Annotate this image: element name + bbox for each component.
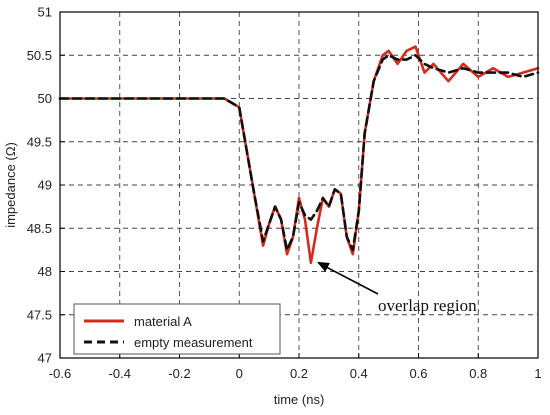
legend-label-empty-measurement: empty measurement — [134, 335, 253, 350]
series-layer — [58, 45, 540, 265]
y-axis-title: impedance (Ω) — [3, 142, 18, 228]
legend-label-material-a: material A — [134, 314, 192, 329]
x-axis-title: time (ns) — [274, 392, 325, 407]
legend-box — [73, 303, 281, 355]
y-tick-label: 47 — [38, 351, 52, 366]
annotation-arrow — [323, 265, 379, 295]
y-tick-label: 47.5 — [27, 307, 52, 322]
y-tick-label: 51 — [38, 5, 52, 20]
x-tick-label: 0.2 — [290, 366, 308, 381]
annotation-label: overlap region — [378, 296, 477, 315]
x-tick-label: -0.2 — [168, 366, 190, 381]
legend: material A empty measurement — [73, 303, 281, 355]
x-tick-label: 0.4 — [350, 366, 368, 381]
y-tick-label: 49 — [38, 178, 52, 193]
x-tick-label: 0 — [236, 366, 243, 381]
x-tick-label: -0.4 — [109, 366, 131, 381]
ticks: -0.6 -0.4 -0.2 0 0.2 0.4 0.6 0.8 1 47 47.5 48 48.5 49… — [27, 5, 542, 382]
grid — [60, 12, 538, 358]
annotation-arrowhead — [316, 261, 330, 272]
y-tick-label: 50.5 — [27, 48, 52, 63]
series-line-empty-measurement — [58, 54, 540, 252]
x-tick-label: 0.8 — [469, 366, 487, 381]
x-tick-label: 1 — [534, 366, 541, 381]
y-tick-label: 49.5 — [27, 134, 52, 149]
y-tick-label: 48.5 — [27, 221, 52, 236]
x-tick-label: 0.6 — [409, 366, 427, 381]
annotation-layer: overlap region — [316, 261, 477, 315]
y-tick-label: 48 — [38, 264, 52, 279]
y-tick-label: 50 — [38, 91, 52, 106]
x-tick-label: -0.6 — [49, 366, 71, 381]
